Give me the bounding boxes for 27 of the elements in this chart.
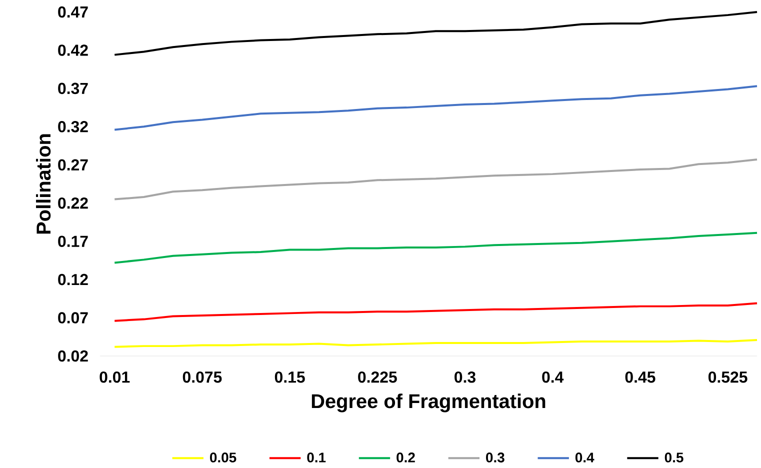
legend-label: 0.1 (307, 452, 326, 463)
y-axis-title: Pollination (36, 134, 51, 234)
x-tick-label: 0.525 (708, 372, 748, 383)
x-tick-label: 0.15 (274, 372, 305, 383)
y-tick-label: 0.47 (58, 6, 88, 18)
x-tick-label: 0.45 (625, 372, 656, 383)
y-tick-label: 0.32 (58, 121, 88, 132)
y-tick-label: 0.07 (58, 312, 88, 324)
legend-label: 0.05 (210, 452, 236, 463)
y-tick-label: 0.17 (58, 236, 88, 248)
x-tick-label: 0.3 (454, 372, 476, 383)
y-tick-label: 0.22 (58, 198, 88, 209)
legend-label: 0.2 (396, 452, 415, 463)
y-tick-label: 0.12 (58, 274, 88, 286)
x-tick-label: 0.075 (182, 372, 222, 383)
x-tick-label: 0.225 (358, 372, 397, 383)
y-tick-label: 0.02 (58, 350, 88, 362)
x-tick-label: 0.4 (542, 372, 564, 383)
x-tick-label: 0.01 (100, 372, 130, 383)
y-tick-label: 0.37 (58, 82, 88, 94)
y-tick-label: 0.27 (58, 159, 88, 171)
legend-label: 0.5 (664, 452, 684, 463)
y-tick-label: 0.42 (58, 44, 88, 56)
legend-label: 0.3 (486, 452, 504, 463)
x-axis-title: Degree of Fragmentation (312, 394, 546, 412)
legend-label: 0.4 (575, 452, 594, 463)
line-series (114, 232, 758, 264)
